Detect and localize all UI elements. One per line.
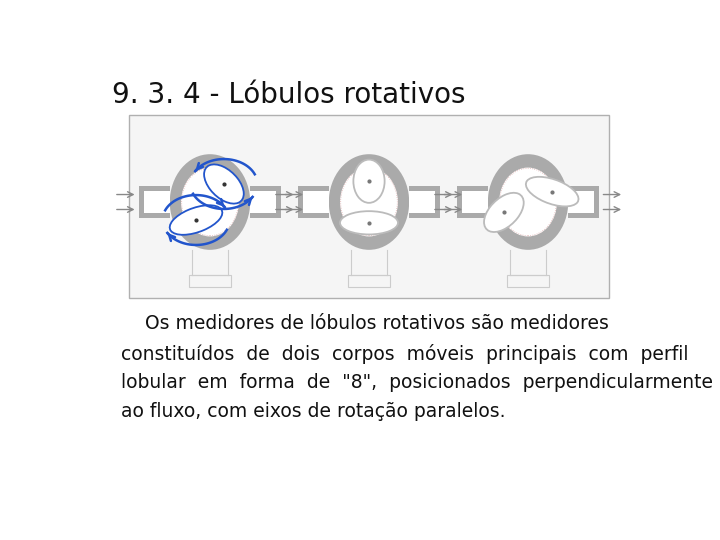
Text: Os medidores de lóbulos rotativos são medidores
constituídos  de  dois  corpos  : Os medidores de lóbulos rotativos são me… <box>121 314 713 421</box>
Bar <box>507 275 549 287</box>
Ellipse shape <box>499 167 557 237</box>
Bar <box>348 275 390 287</box>
Ellipse shape <box>329 154 409 250</box>
Ellipse shape <box>204 164 244 204</box>
Ellipse shape <box>484 193 523 232</box>
Bar <box>189 275 231 287</box>
Bar <box>129 114 609 298</box>
Bar <box>568 186 599 218</box>
Ellipse shape <box>488 154 568 250</box>
Bar <box>457 186 488 218</box>
Bar <box>143 191 170 213</box>
Text: 9. 3. 4 - Lóbulos rotativos: 9. 3. 4 - Lóbulos rotativos <box>112 82 466 110</box>
Bar <box>462 191 488 213</box>
Ellipse shape <box>340 211 398 234</box>
Ellipse shape <box>340 167 398 237</box>
Ellipse shape <box>526 177 578 206</box>
Ellipse shape <box>181 167 239 237</box>
Bar <box>250 191 276 213</box>
Bar <box>250 186 281 218</box>
Ellipse shape <box>354 160 384 203</box>
Ellipse shape <box>170 154 250 250</box>
Bar <box>409 186 440 218</box>
Bar <box>302 191 329 213</box>
Bar <box>139 186 170 218</box>
Ellipse shape <box>170 205 222 235</box>
Bar <box>409 191 436 213</box>
Bar <box>298 186 329 218</box>
Bar <box>568 191 595 213</box>
